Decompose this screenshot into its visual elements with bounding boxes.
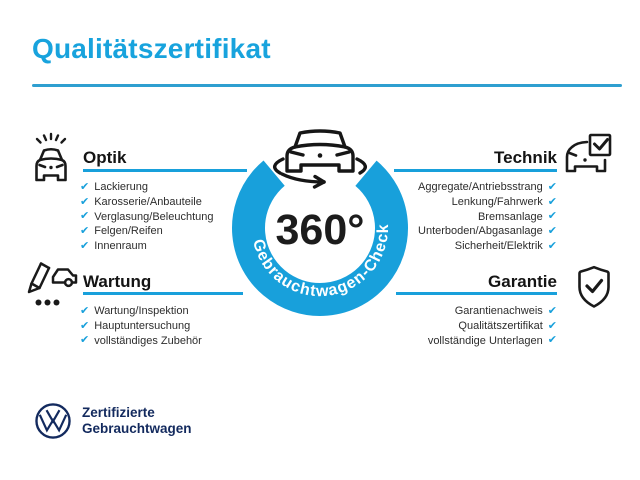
check-icon: ✔ <box>80 224 90 237</box>
list-item-label: Lackierung <box>94 181 149 194</box>
list-item-label: Innenraum <box>94 240 147 253</box>
check-icon: ✔ <box>80 319 90 332</box>
pencil-car-checklist-icon <box>25 261 79 309</box>
list-item: Garantienachweis ✔ <box>455 304 557 319</box>
check-icon: ✔ <box>547 319 557 332</box>
list-item-label: Bremsanlage <box>477 210 543 223</box>
car-checkbox-icon <box>563 133 613 181</box>
check-icon: ✔ <box>80 304 90 317</box>
underline-garantie <box>396 292 557 295</box>
list-item: vollständige Unterlagen ✔ <box>428 333 557 348</box>
section-title-garantie: Garantie <box>488 272 557 291</box>
check-icon: ✔ <box>547 210 557 223</box>
list-item: ✔ Felgen/Reifen <box>80 224 213 239</box>
list-item: Qualitätszertifikat ✔ <box>458 319 557 334</box>
section-title-optik: Optik <box>83 148 127 167</box>
list-item-label: Hauptuntersuchung <box>94 320 191 333</box>
list-item-label: Sicherheit/Elektrik <box>454 240 543 253</box>
list-item-label: Aggregate/Antriebsstrang <box>418 181 543 194</box>
check-icon: ✔ <box>80 210 90 223</box>
list-item: Aggregate/Antriebsstrang ✔ <box>418 180 557 195</box>
list-item: Sicherheit/Elektrik ✔ <box>455 239 557 254</box>
list-item: Lenkung/Fahrwerk ✔ <box>452 195 557 210</box>
badge-360-check: 360° Gebrauchtwagen-Check <box>232 129 408 316</box>
check-icon: ✔ <box>80 239 90 252</box>
checklist-technik: Aggregate/Antriebsstrang ✔ Lenkung/Fahrwe… <box>418 180 557 253</box>
checklist-optik: ✔ Lackierung ✔ Karosserie/Anbauteile ✔ Verg… <box>80 180 213 253</box>
check-icon: ✔ <box>80 180 90 193</box>
underline-wartung <box>83 292 243 295</box>
degrees-label: 360° <box>276 206 365 254</box>
section-title-technik: Technik <box>494 148 557 167</box>
list-item-label: Verglasung/Beleuchtung <box>94 210 214 223</box>
check-icon: ✔ <box>80 195 90 208</box>
underline-technik <box>394 169 557 172</box>
list-item-label: Felgen/Reifen <box>94 225 163 238</box>
list-item: ✔ Karosserie/Anbauteile <box>80 195 213 210</box>
car-front-shine-icon <box>27 130 75 186</box>
checklist-wartung: ✔ Wartung/Inspektion ✔ Hauptuntersuchung ✔… <box>80 304 202 348</box>
list-item: ✔ Hauptuntersuchung <box>80 319 202 334</box>
list-item-label: Wartung/Inspektion <box>94 305 189 318</box>
list-item: ✔ vollständiges Zubehör <box>80 333 202 348</box>
list-item-label: vollständige Unterlagen <box>427 334 543 347</box>
list-item: ✔ Verglasung/Beleuchtung <box>80 209 213 224</box>
check-icon: ✔ <box>547 180 557 193</box>
page-title: Qualitätszertifikat <box>32 33 271 64</box>
list-item-label: Garantienachweis <box>454 305 543 318</box>
check-icon: ✔ <box>547 304 557 317</box>
check-icon: ✔ <box>80 334 90 347</box>
brand-line-1: Zertifizierte <box>82 405 155 420</box>
list-item-label: Unterboden/Abgasanlage <box>418 225 543 238</box>
shield-check-icon <box>577 265 611 309</box>
section-title-wartung: Wartung <box>83 272 152 291</box>
list-item: Unterboden/Abgasanlage ✔ <box>418 224 557 239</box>
list-item-label: Karosserie/Anbauteile <box>94 196 202 209</box>
list-item: ✔ Lackierung <box>80 180 213 195</box>
list-item-label: vollständiges Zubehör <box>94 334 202 347</box>
ring-shape <box>232 140 408 316</box>
underline-optik <box>83 169 247 172</box>
check-icon: ✔ <box>547 239 557 252</box>
checklist-garantie: Garantienachweis ✔ Qualitätszertifikat ✔ v… <box>428 304 557 348</box>
check-icon: ✔ <box>547 334 557 347</box>
list-item: ✔ Wartung/Inspektion <box>80 304 202 319</box>
list-item: Bremsanlage ✔ <box>478 209 557 224</box>
brand-line-2: Gebrauchtwagen <box>82 421 192 436</box>
footer-brand: Zertifizierte Gebrauchtwagen <box>34 402 192 440</box>
list-item-label: Qualitätszertifikat <box>458 320 543 333</box>
list-item-label: Lenkung/Fahrwerk <box>451 196 543 209</box>
check-icon: ✔ <box>547 195 557 208</box>
vw-logo <box>35 403 71 439</box>
check-icon: ✔ <box>547 224 557 237</box>
list-item: ✔ Innenraum <box>80 239 213 254</box>
title-divider <box>32 84 622 87</box>
car-rotate-icon <box>273 129 367 189</box>
